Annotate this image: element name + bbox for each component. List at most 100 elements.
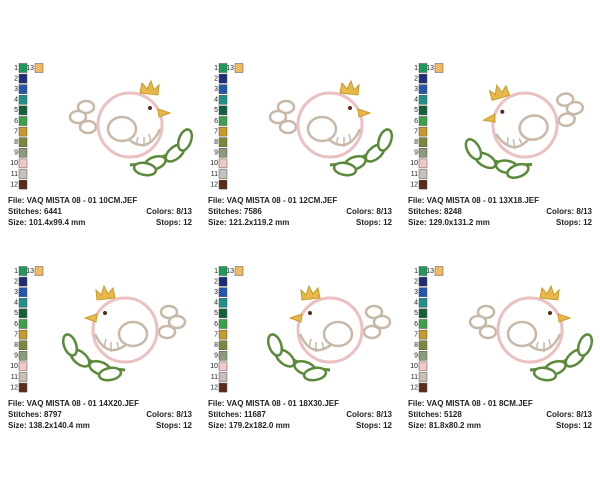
color-swatch bbox=[18, 158, 28, 169]
belly-scallop bbox=[308, 338, 325, 352]
bird-illustration bbox=[464, 84, 585, 179]
crown bbox=[95, 284, 116, 301]
color-number: 13 bbox=[426, 65, 434, 72]
color-swatch bbox=[18, 329, 28, 340]
color-number: 3 bbox=[14, 289, 18, 296]
color-swatch bbox=[218, 287, 228, 297]
color-number: 12 bbox=[210, 181, 218, 188]
file-name: File: VAQ MISTA 08 - 01 12CM.JEF bbox=[208, 196, 337, 205]
color-swatch bbox=[418, 158, 428, 169]
size: Size: 81.8x80.2 mm bbox=[408, 421, 481, 430]
color-number: 1 bbox=[14, 268, 18, 275]
stitches: Stitches: 8248 bbox=[408, 207, 462, 216]
stitches: Stitches: 6441 bbox=[8, 207, 62, 216]
leaf bbox=[464, 138, 483, 161]
color-number: 8 bbox=[14, 139, 18, 146]
belly-scallop bbox=[506, 137, 524, 150]
crown bbox=[339, 79, 360, 96]
color-swatch bbox=[18, 372, 28, 382]
color-swatch bbox=[234, 266, 244, 276]
color-number: 7 bbox=[214, 331, 218, 338]
leaf bbox=[176, 128, 194, 152]
color-number: 1 bbox=[14, 65, 18, 72]
tail-loop bbox=[557, 112, 576, 127]
color-swatch bbox=[18, 319, 28, 329]
color-number: 2 bbox=[14, 278, 18, 285]
color-swatch bbox=[418, 361, 428, 372]
color-number: 12 bbox=[10, 384, 18, 391]
tail-loop bbox=[476, 304, 496, 320]
color-swatch bbox=[418, 169, 428, 179]
leaf bbox=[97, 366, 123, 382]
color-number: 3 bbox=[414, 289, 418, 296]
color-number: 2 bbox=[414, 75, 418, 82]
beak bbox=[482, 113, 496, 123]
color-number: 13 bbox=[226, 65, 234, 72]
color-swatch bbox=[418, 308, 428, 319]
color-swatch bbox=[218, 361, 228, 372]
wing bbox=[506, 320, 538, 348]
color-swatch bbox=[218, 137, 228, 147]
tail-loop bbox=[167, 314, 187, 330]
color-swatch bbox=[218, 148, 228, 158]
stitches: Stitches: 11687 bbox=[208, 410, 266, 419]
color-swatch bbox=[18, 148, 28, 158]
color-number: 13 bbox=[26, 268, 34, 275]
color-swatch bbox=[18, 361, 28, 372]
color-number: 6 bbox=[14, 321, 18, 328]
color-swatch bbox=[18, 298, 28, 308]
color-number: 9 bbox=[414, 150, 418, 157]
color-swatch bbox=[218, 308, 228, 319]
color-number: 10 bbox=[210, 363, 218, 370]
color-number: 5 bbox=[214, 310, 218, 317]
color-swatch bbox=[418, 105, 428, 116]
color-number: 4 bbox=[14, 97, 18, 104]
beak bbox=[83, 313, 98, 323]
tail-loop bbox=[364, 304, 384, 320]
bird-illustration bbox=[468, 284, 594, 382]
color-swatch bbox=[18, 169, 28, 179]
color-number: 8 bbox=[414, 139, 418, 146]
size: Size: 101.4x99.4 mm bbox=[8, 218, 85, 227]
tail-loop bbox=[159, 304, 179, 320]
color-swatch bbox=[218, 116, 228, 126]
color-number: 11 bbox=[411, 171, 418, 178]
color-swatch bbox=[218, 126, 228, 137]
color-number: 2 bbox=[414, 278, 418, 285]
belly-scallop bbox=[335, 133, 352, 147]
color-swatch bbox=[418, 266, 428, 276]
color-swatch bbox=[418, 137, 428, 147]
color-swatch bbox=[18, 73, 28, 84]
stops: Stops: 12 bbox=[156, 421, 193, 430]
bird-illustration bbox=[266, 284, 392, 382]
color-swatch bbox=[34, 266, 44, 276]
color-number: 12 bbox=[410, 384, 418, 391]
color-swatch bbox=[218, 266, 228, 276]
color-number: 4 bbox=[214, 300, 218, 307]
color-number: 9 bbox=[214, 353, 218, 360]
eye bbox=[103, 311, 107, 315]
color-swatch bbox=[418, 148, 428, 158]
wing bbox=[322, 320, 354, 348]
tail-loop bbox=[278, 119, 298, 135]
colors: Colors: 8/13 bbox=[546, 410, 592, 419]
color-number: 7 bbox=[14, 128, 18, 135]
beak bbox=[557, 313, 572, 323]
stops: Stops: 12 bbox=[356, 218, 393, 227]
bird-illustration bbox=[68, 79, 194, 177]
color-swatch bbox=[418, 95, 428, 105]
color-number: 1 bbox=[414, 268, 418, 275]
color-swatch bbox=[218, 158, 228, 169]
leaf bbox=[302, 366, 328, 382]
eye bbox=[348, 106, 352, 110]
size: Size: 121.2x119.2 mm bbox=[208, 218, 289, 227]
color-number: 6 bbox=[414, 321, 418, 328]
color-swatch bbox=[18, 84, 28, 94]
leaf bbox=[332, 161, 358, 177]
color-swatch bbox=[434, 266, 444, 276]
color-number: 12 bbox=[10, 181, 18, 188]
